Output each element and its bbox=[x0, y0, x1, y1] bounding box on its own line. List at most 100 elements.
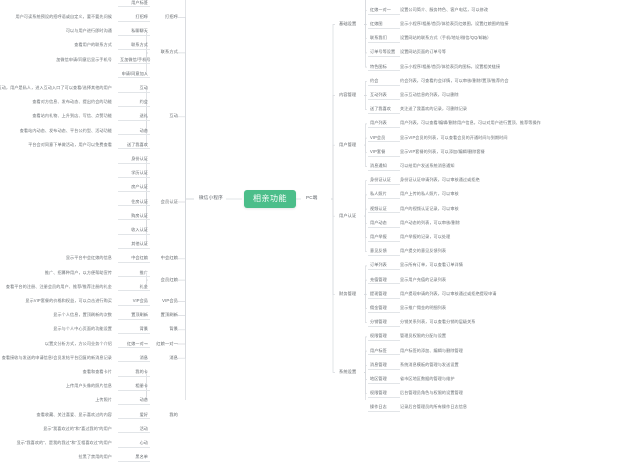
group-label[interactable]: 背景 bbox=[154, 326, 180, 333]
leaf-item[interactable]: 订单号等设置 bbox=[368, 49, 400, 57]
leaf-item[interactable]: 房产认证 bbox=[118, 184, 150, 192]
leaf-item[interactable]: 分销管理 bbox=[368, 319, 400, 327]
leaf-item[interactable]: 背景 bbox=[118, 326, 150, 334]
group-label[interactable]: VIP会员 bbox=[154, 297, 180, 304]
leaf-item[interactable]: 地区管理 bbox=[368, 376, 400, 384]
group-label[interactable]: 红娘一对一 bbox=[154, 340, 180, 347]
leaf-item[interactable]: 礼金 bbox=[118, 283, 150, 291]
leaf-item[interactable]: 相册卡 bbox=[118, 383, 150, 391]
leaf-description: 用户提现申请的列表，可以审核通过或拒绝提现申请 bbox=[400, 290, 496, 297]
leaf-item[interactable]: 联系方式 bbox=[118, 42, 150, 50]
leaf-item[interactable]: 送了我喜欢 bbox=[368, 106, 400, 114]
leaf-item[interactable]: 推广 bbox=[118, 269, 150, 277]
leaf-description: 用户列表，可以查看/编辑/删除用户信息，可以对用户进行置顶、推荐等操作 bbox=[400, 120, 541, 127]
leaf-item[interactable]: VIP套餐 bbox=[368, 148, 400, 156]
leaf-item[interactable]: 充值管理 bbox=[368, 276, 400, 284]
group-label[interactable]: 财务管理 bbox=[337, 290, 358, 297]
leaf-item[interactable]: 我的卡 bbox=[118, 368, 150, 376]
leaf-description: 显示所有订单，可以查看订单详情 bbox=[400, 262, 463, 269]
leaf-item[interactable]: 购房认证 bbox=[118, 212, 150, 220]
leaf-item[interactable]: 用户举报 bbox=[368, 234, 400, 242]
leaf-item[interactable]: 送了我喜欢 bbox=[118, 141, 150, 149]
leaf-description: 用户上传的私人照片，可以审核 bbox=[400, 191, 459, 198]
leaf-item[interactable]: 约会 bbox=[368, 77, 400, 85]
leaf-item[interactable]: 私人照片 bbox=[368, 191, 400, 199]
leaf-item[interactable]: 约会 bbox=[118, 99, 150, 107]
leaf-item[interactable]: 视频认证 bbox=[368, 205, 400, 213]
leaf-description: 平台会对同意下单做活动，用户可以免费查看 bbox=[28, 141, 112, 148]
leaf-item[interactable]: 心动 bbox=[118, 439, 150, 447]
group-label[interactable]: 联系方式 bbox=[154, 49, 180, 56]
leaf-item[interactable]: 申请/同意加入 bbox=[118, 70, 150, 78]
branch-miniprogram[interactable]: 微信小程序 bbox=[196, 194, 226, 203]
group-label[interactable]: 系统设置 bbox=[337, 368, 358, 375]
leaf-description: 管理员权限的分配与设置 bbox=[400, 333, 446, 340]
leaf-item[interactable]: 收入认证 bbox=[118, 226, 150, 234]
leaf-item[interactable]: 提现管理 bbox=[368, 290, 400, 298]
group-label[interactable]: 消息 bbox=[154, 354, 180, 361]
leaf-item[interactable]: 消息管理 bbox=[368, 361, 400, 369]
leaf-item[interactable]: 置顶刷新 bbox=[118, 312, 150, 320]
group-label[interactable]: 互动 bbox=[154, 113, 180, 120]
leaf-item[interactable]: 身份认证 bbox=[118, 155, 150, 163]
leaf-item[interactable]: 互动列表 bbox=[368, 92, 400, 100]
leaf-description: 显示互动信息的列表，可以删除 bbox=[400, 92, 459, 99]
leaf-item[interactable]: 互动 bbox=[118, 84, 150, 92]
leaf-item[interactable]: 其他认证 bbox=[118, 241, 150, 249]
leaf-item[interactable]: 身份证认证 bbox=[368, 177, 400, 185]
leaf-item[interactable]: 消息通知 bbox=[368, 163, 400, 171]
leaf-item[interactable]: 红娘一对一 bbox=[368, 6, 400, 14]
group-label[interactable]: 会员红娘 bbox=[154, 276, 180, 283]
leaf-item[interactable]: VIP会员 bbox=[368, 134, 400, 142]
leaf-item[interactable]: 红娘图 bbox=[368, 21, 400, 29]
leaf-description: 设置网站页面的订单号等 bbox=[400, 49, 446, 56]
leaf-item[interactable]: 权限管理 bbox=[368, 390, 400, 398]
leaf-description: 用户标签的添加、编辑与删除管理 bbox=[400, 347, 463, 354]
leaf-item[interactable]: 用户标签 bbox=[118, 0, 150, 7]
group-label[interactable]: 我的 bbox=[154, 411, 180, 418]
leaf-item[interactable]: 打招呼 bbox=[118, 13, 150, 21]
leaf-item[interactable]: 用户动态 bbox=[368, 219, 400, 227]
leaf-item[interactable]: 互加微信/手机号 bbox=[118, 56, 150, 64]
leaf-item[interactable]: 活动 bbox=[118, 425, 150, 433]
leaf-item[interactable]: 爱好 bbox=[118, 411, 150, 419]
group-label[interactable]: 置顶刷新 bbox=[154, 312, 180, 319]
leaf-item[interactable]: 操作日志 bbox=[368, 404, 400, 412]
group-label[interactable]: 用户管理 bbox=[337, 141, 358, 148]
leaf-item[interactable]: VIP会员 bbox=[118, 297, 150, 305]
leaf-description: 可以给用户发送系统消息通知 bbox=[400, 163, 455, 170]
leaf-item[interactable]: 用户标签 bbox=[368, 347, 400, 355]
group-label[interactable]: 基础设置 bbox=[337, 21, 358, 28]
leaf-item[interactable]: 佣金管理 bbox=[368, 305, 400, 313]
group-label[interactable]: 会员认证 bbox=[154, 198, 180, 205]
leaf-item[interactable]: 学历认证 bbox=[118, 170, 150, 178]
leaf-description: 显示个人信息，置顶刷新的次数 bbox=[53, 312, 112, 319]
leaf-item[interactable]: 黑名单 bbox=[118, 454, 150, 462]
root-node[interactable]: 相亲功能 bbox=[244, 190, 296, 208]
group-label[interactable]: 中会红娘 bbox=[154, 255, 180, 262]
leaf-description: 显示平台中会红娘的信息 bbox=[66, 255, 112, 262]
leaf-item[interactable]: 送礼 bbox=[118, 113, 150, 121]
leaf-item[interactable]: 红娘一对一 bbox=[118, 340, 150, 348]
leaf-description: 记录后台管理员的所有操作日志信息 bbox=[400, 404, 467, 411]
leaf-item[interactable]: 权限管理 bbox=[368, 333, 400, 341]
leaf-description: 查看收藏、关注喜爱、显示喜欢过的内容 bbox=[37, 411, 113, 418]
mindmap-canvas: 相亲功能PC端弹出消息设置小程序顶部位置的弹出消息，可以修改功能开关开关功能权限… bbox=[0, 0, 640, 400]
leaf-item[interactable]: 私聊聊天 bbox=[118, 28, 150, 36]
group-label[interactable]: 打招呼 bbox=[154, 13, 180, 20]
leaf-item[interactable]: 住房认证 bbox=[118, 198, 150, 206]
group-label[interactable]: 内容管理 bbox=[337, 92, 358, 99]
branch-pc[interactable]: PC端 bbox=[303, 194, 321, 203]
leaf-description: 显示与个人中心页面的功能设置 bbox=[53, 326, 112, 333]
leaf-item[interactable]: 特色图标 bbox=[368, 63, 400, 71]
leaf-description: 系统消息模板的管理与发送设置 bbox=[400, 361, 459, 368]
group-label[interactable]: 用户认证 bbox=[337, 212, 358, 219]
leaf-item[interactable]: 联系我们 bbox=[368, 35, 400, 43]
leaf-item[interactable]: 动态 bbox=[118, 397, 150, 405]
leaf-item[interactable]: 动态 bbox=[118, 127, 150, 135]
leaf-item[interactable]: 消息 bbox=[118, 354, 150, 362]
leaf-item[interactable]: 用户列表 bbox=[368, 120, 400, 128]
leaf-item[interactable]: 意见反馈 bbox=[368, 248, 400, 256]
leaf-item[interactable]: 订单列表 bbox=[368, 262, 400, 270]
leaf-item[interactable]: 中会红娘 bbox=[118, 255, 150, 263]
